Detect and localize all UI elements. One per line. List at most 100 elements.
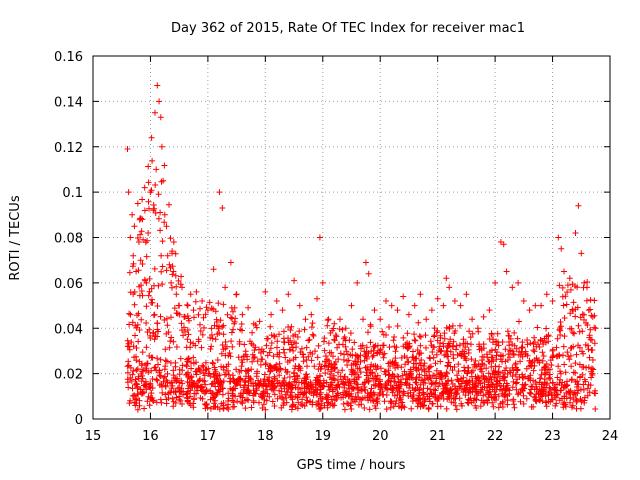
data-point xyxy=(542,363,549,370)
data-point xyxy=(215,300,222,307)
data-point xyxy=(306,336,313,343)
data-point xyxy=(186,375,193,382)
data-point xyxy=(583,297,590,304)
data-point xyxy=(268,332,275,339)
data-point xyxy=(263,397,270,404)
data-point xyxy=(295,399,302,406)
data-point xyxy=(339,367,346,374)
data-point xyxy=(258,391,264,398)
data-point xyxy=(139,349,146,356)
chart-title: Day 362 of 2015, Rate Of TEC Index for r… xyxy=(171,21,525,36)
data-point xyxy=(161,211,168,218)
data-point xyxy=(495,393,502,400)
data-point xyxy=(417,399,424,406)
data-point xyxy=(385,372,392,379)
data-point xyxy=(468,356,475,363)
data-point xyxy=(199,362,206,369)
data-point xyxy=(375,384,382,390)
data-point xyxy=(511,404,518,411)
data-point xyxy=(418,357,425,363)
data-point xyxy=(564,282,571,289)
data-point xyxy=(131,301,138,308)
data-point xyxy=(572,230,579,236)
data-point xyxy=(240,390,247,397)
data-point xyxy=(126,321,133,328)
data-point xyxy=(543,403,550,410)
data-point xyxy=(124,146,131,152)
data-point xyxy=(242,351,249,358)
data-point xyxy=(138,228,145,235)
data-point xyxy=(472,402,479,409)
data-point xyxy=(148,285,155,292)
data-point xyxy=(249,358,256,365)
data-point xyxy=(574,304,581,311)
data-point xyxy=(477,403,484,410)
data-point xyxy=(420,363,427,369)
data-point xyxy=(184,327,191,333)
data-point xyxy=(308,357,315,364)
data-point xyxy=(465,388,472,395)
data-point xyxy=(492,368,499,375)
data-point xyxy=(409,375,416,381)
data-point xyxy=(157,373,164,380)
data-point xyxy=(155,215,162,222)
data-point xyxy=(480,392,487,399)
data-point xyxy=(531,348,538,355)
data-point xyxy=(513,386,520,393)
data-point xyxy=(271,391,278,398)
data-point xyxy=(199,298,206,304)
data-point xyxy=(372,382,379,389)
data-point xyxy=(168,334,175,341)
data-point xyxy=(230,326,236,333)
data-point xyxy=(148,187,155,194)
data-point xyxy=(575,387,582,394)
data-point xyxy=(178,385,185,392)
data-point xyxy=(438,347,445,354)
y-tick-label: 0.16 xyxy=(54,50,83,65)
data-point xyxy=(173,291,180,298)
data-point xyxy=(242,405,249,412)
data-point xyxy=(161,317,168,323)
data-point xyxy=(288,406,295,413)
x-tick-label: 15 xyxy=(85,429,102,444)
data-point xyxy=(161,219,168,226)
data-point xyxy=(183,371,190,378)
data-point xyxy=(369,369,376,376)
data-point xyxy=(371,391,378,398)
data-point xyxy=(290,347,297,354)
data-point xyxy=(303,371,310,378)
data-point xyxy=(176,311,183,318)
data-point xyxy=(217,317,224,324)
data-point xyxy=(184,301,191,308)
data-point xyxy=(361,405,368,411)
data-point xyxy=(303,344,310,351)
data-point xyxy=(473,363,480,370)
data-point xyxy=(306,398,313,405)
data-points xyxy=(124,82,599,413)
data-point xyxy=(342,325,349,332)
data-point xyxy=(127,374,134,381)
data-point xyxy=(210,266,217,273)
data-point xyxy=(581,376,588,383)
data-point xyxy=(503,365,510,371)
data-point xyxy=(211,364,218,371)
data-point xyxy=(141,184,148,191)
data-point xyxy=(237,376,244,382)
data-point xyxy=(581,399,588,406)
data-point xyxy=(367,339,374,346)
data-point xyxy=(384,386,391,393)
data-point xyxy=(428,390,434,397)
data-point xyxy=(216,189,223,196)
data-point xyxy=(225,390,232,397)
data-point xyxy=(394,388,401,395)
data-point xyxy=(154,320,161,327)
data-point xyxy=(204,404,211,411)
data-point xyxy=(499,404,506,410)
data-point xyxy=(232,315,239,322)
data-point xyxy=(378,365,384,372)
data-point xyxy=(438,376,445,382)
data-point xyxy=(211,403,218,410)
data-point xyxy=(433,367,440,374)
data-point xyxy=(428,307,435,314)
data-point xyxy=(256,382,263,388)
